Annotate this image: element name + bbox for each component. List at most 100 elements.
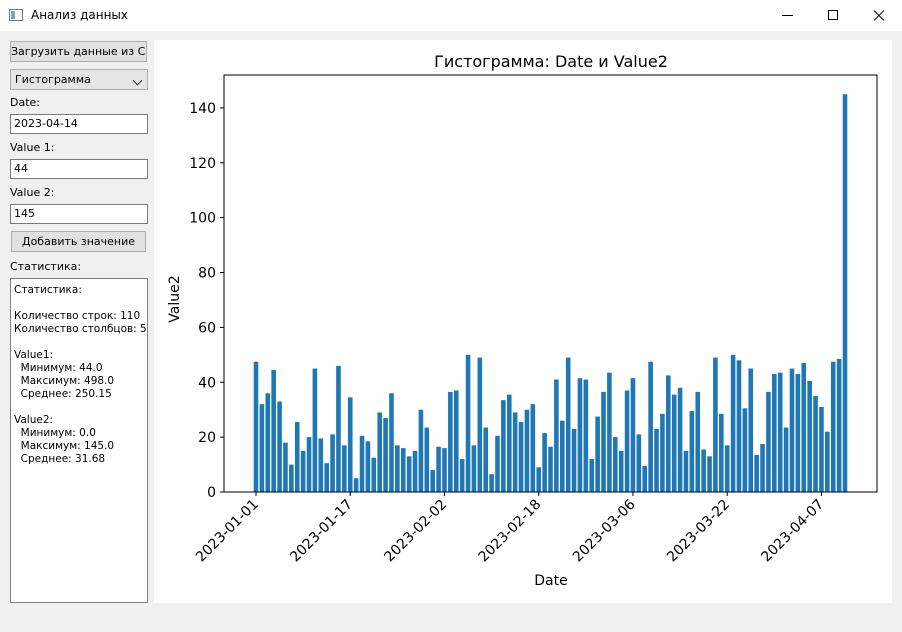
value1-label: Value 1: bbox=[10, 141, 55, 154]
bar bbox=[300, 450, 306, 492]
bar bbox=[772, 374, 777, 492]
y-tick-label: 140 bbox=[189, 101, 216, 117]
bar bbox=[347, 397, 353, 492]
bar bbox=[565, 357, 571, 492]
bar bbox=[495, 435, 500, 492]
bar bbox=[612, 437, 618, 492]
stats-label: Статистика: bbox=[10, 260, 82, 273]
bar bbox=[448, 391, 453, 492]
bar bbox=[530, 404, 536, 492]
bar bbox=[589, 459, 595, 492]
bar bbox=[418, 409, 424, 492]
value2-label: Value 2: bbox=[10, 186, 55, 199]
stats-textbox[interactable]: Статистика: Количество строк: 110 Количе… bbox=[10, 278, 148, 603]
bar bbox=[830, 361, 836, 492]
bar bbox=[795, 374, 801, 492]
bar bbox=[695, 391, 701, 492]
bar bbox=[707, 456, 712, 492]
bar bbox=[559, 420, 565, 492]
bar bbox=[783, 427, 789, 492]
y-tick-label: 100 bbox=[189, 211, 216, 227]
minimize-button[interactable] bbox=[764, 0, 810, 31]
bar bbox=[654, 428, 659, 492]
bar bbox=[518, 422, 524, 492]
y-tick-label: 120 bbox=[189, 156, 216, 172]
bar bbox=[430, 470, 435, 492]
bar bbox=[754, 454, 759, 492]
bar bbox=[836, 358, 842, 492]
bar bbox=[406, 456, 412, 492]
load-csv-button[interactable]: Загрузить данные из CSV bbox=[10, 41, 147, 62]
bar bbox=[642, 465, 648, 492]
bar bbox=[265, 393, 271, 492]
bar bbox=[713, 357, 718, 492]
bar bbox=[389, 393, 394, 492]
bar bbox=[636, 434, 642, 492]
bar bbox=[666, 375, 671, 492]
bar bbox=[277, 401, 282, 492]
x-tick-label: 2023-01-01 bbox=[193, 497, 262, 566]
bar bbox=[842, 94, 848, 492]
bar bbox=[630, 378, 636, 492]
y-tick-label: 40 bbox=[198, 375, 216, 391]
bar bbox=[766, 391, 771, 492]
chart-area: Гистограмма: Date и Value2 Date Value2 0… bbox=[154, 40, 892, 603]
x-tick-label: 2023-04-07 bbox=[758, 497, 827, 566]
bar bbox=[542, 433, 547, 492]
bar bbox=[353, 478, 359, 492]
bar bbox=[801, 363, 807, 492]
bar bbox=[424, 427, 430, 492]
bar bbox=[442, 448, 447, 492]
bar bbox=[359, 435, 365, 492]
bar bbox=[365, 441, 371, 492]
bar bbox=[324, 463, 329, 492]
maximize-button[interactable] bbox=[810, 0, 856, 31]
value1-field[interactable]: 44 bbox=[10, 159, 148, 179]
bar bbox=[506, 394, 512, 492]
bar bbox=[677, 387, 683, 492]
bar bbox=[748, 368, 754, 492]
bar bbox=[306, 437, 312, 492]
bar bbox=[330, 434, 335, 492]
bar bbox=[571, 428, 577, 492]
y-axis-label: Value2 bbox=[167, 275, 183, 322]
y-tick-label: 60 bbox=[198, 320, 216, 336]
bar bbox=[583, 379, 589, 492]
close-button[interactable] bbox=[856, 0, 902, 31]
bar bbox=[813, 395, 818, 492]
bar bbox=[318, 438, 324, 492]
bar-chart: Гистограмма: Date и Value2 Date Value2 0… bbox=[167, 52, 878, 589]
bar bbox=[601, 391, 606, 492]
bar bbox=[719, 413, 724, 492]
bar bbox=[312, 368, 318, 492]
bar bbox=[383, 417, 388, 492]
title-bar: Анализ данных bbox=[0, 0, 902, 31]
x-tick-label: 2023-03-22 bbox=[664, 497, 733, 566]
bar bbox=[259, 404, 265, 492]
bar bbox=[736, 360, 742, 492]
bar bbox=[477, 357, 483, 492]
x-tick-label: 2023-01-17 bbox=[287, 497, 356, 566]
window-title: Анализ данных bbox=[31, 8, 128, 22]
bar bbox=[536, 467, 542, 492]
bar bbox=[271, 369, 276, 492]
bar bbox=[289, 464, 294, 492]
bar bbox=[412, 450, 418, 492]
value2-field[interactable]: 145 bbox=[10, 204, 148, 224]
chevron-down-icon bbox=[132, 75, 143, 86]
bar bbox=[595, 416, 600, 492]
bar bbox=[807, 380, 812, 492]
plot-type-select[interactable]: Гистограмма bbox=[10, 69, 148, 90]
bar bbox=[789, 368, 795, 492]
x-tick-label: 2023-03-06 bbox=[570, 496, 639, 565]
bar bbox=[777, 372, 783, 492]
y-tick-label: 80 bbox=[198, 266, 216, 282]
bar bbox=[501, 400, 506, 492]
bar bbox=[671, 394, 677, 492]
y-tick-label: 0 bbox=[207, 485, 216, 501]
bar bbox=[459, 459, 465, 492]
bar bbox=[489, 474, 494, 492]
add-value-button[interactable]: Добавить значение bbox=[11, 231, 146, 252]
bar bbox=[825, 431, 830, 492]
date-field[interactable]: 2023-04-14 bbox=[10, 114, 148, 134]
